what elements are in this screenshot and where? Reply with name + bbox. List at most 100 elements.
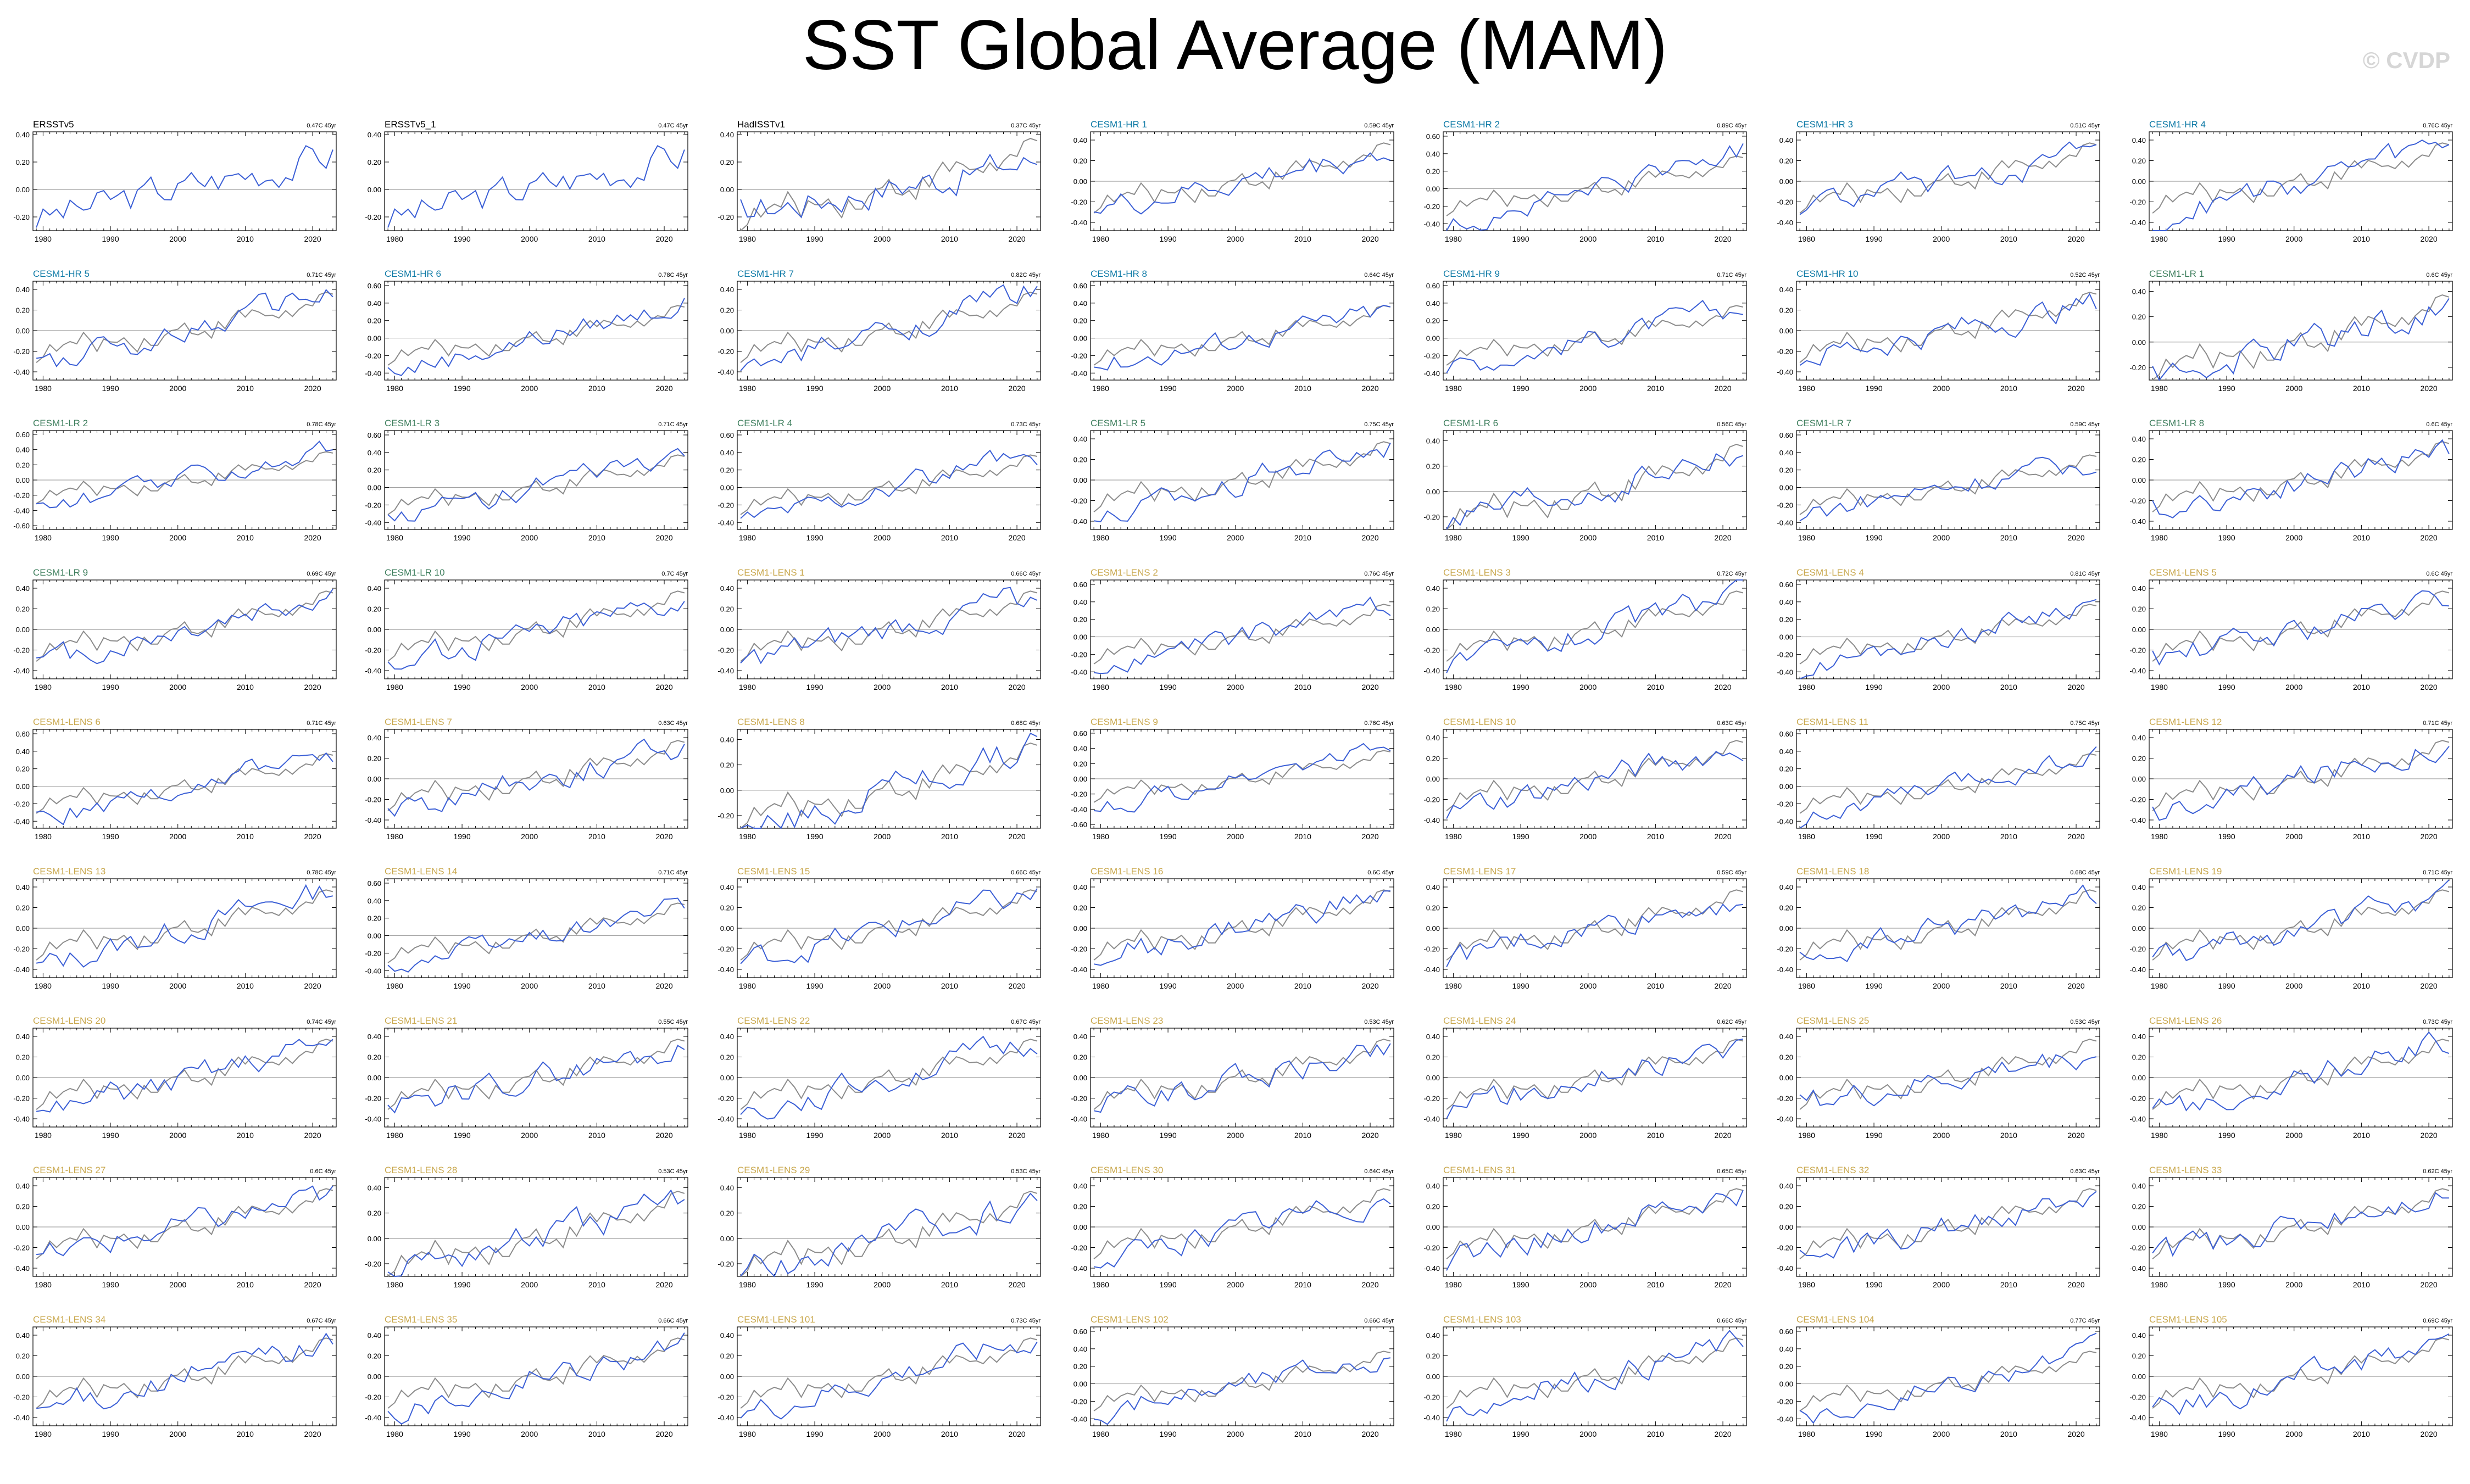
panel: CESM1-HR 7 0.82C 45yr -0.40 -0.20 0.00 0.20 0.… [717,269,1041,393]
x-tick-label: 1990 [102,384,119,393]
y-tick-label: 0.20 [1073,904,1087,912]
panel: CESM1-HR 10 0.52C 45yr -0.40 -0.20 0.00 0.20 0… [1777,269,2100,393]
panel: CESM1-LENS 1 0.66C 45yr -0.40 -0.20 0.00 0.20… [717,567,1041,691]
obs-reference-line [387,590,685,662]
y-tick-label: -0.20 [1777,945,1793,953]
y-tick-label: -0.40 [2129,667,2146,675]
x-tick-label: 1990 [102,832,119,841]
x-tick-label: 2020 [1008,832,1025,841]
y-tick-label: 0.20 [1426,755,1440,763]
y-tick-label: -0.40 [365,667,381,675]
x-tick-label: 2000 [1579,683,1596,691]
x-tick-label: 2020 [304,384,321,393]
trend-label: 0.82C 45yr [1011,272,1041,278]
y-tick-label: -0.20 [365,213,381,221]
trend-label: 0.52C 45yr [2070,272,2100,278]
panel: CESM1-LR 10 0.7C 45yr -0.40 -0.20 0.00 0.20 0.… [365,567,688,691]
y-tick-label: -0.20 [717,501,734,509]
x-tick-label: 1980 [1798,832,1815,841]
y-tick-label: 0.00 [1779,177,1793,186]
series-line [1446,299,1744,373]
y-tick-label: 0.00 [1426,775,1440,783]
x-tick-label: 1990 [806,683,823,691]
x-tick-label: 1980 [1092,384,1109,393]
trend-label: 0.6C 45yr [2426,421,2452,428]
cvdp-watermark: © CVDP [2362,47,2450,73]
x-tick-label: 2020 [1361,832,1378,841]
y-tick-label: -0.20 [13,945,30,953]
x-tick-label: 1980 [386,533,403,542]
x-tick-label: 2000 [2285,235,2302,243]
x-tick-label: 2000 [521,235,538,243]
trend-label: 0.56C 45yr [1717,421,1746,428]
panel-label: CESM1-LR 5 [1091,418,1145,428]
x-tick-label: 1980 [1092,533,1109,542]
panel-label: CESM1-LR 7 [1796,418,1851,428]
x-tick-label: 1980 [35,683,52,691]
panel-label: CESM1-HR 2 [1443,119,1500,130]
panel-label: CESM1-HR 3 [1796,119,1853,130]
x-tick-label: 2010 [1647,683,1664,691]
x-tick-label: 1990 [1865,235,1882,243]
panel: CESM1-LENS 5 0.6C 45yr -0.40 -0.20 0.00 0.20 0… [2129,567,2453,691]
y-tick-label: 0.60 [16,431,30,439]
y-tick-label: -0.40 [13,368,30,376]
panel: CESM1-LENS 4 0.81C 45yr -0.40 -0.20 0.00 0.20… [1777,567,2100,691]
obs-reference-line [2152,294,2450,381]
panel-label: CESM1-LENS 10 [1443,717,1516,727]
trend-label: 0.6C 45yr [1367,869,1394,876]
plot-frame [1090,281,1394,381]
x-tick-label: 2020 [2420,683,2437,691]
panel-label: CESM1-LR 9 [33,567,88,578]
y-tick-label: -0.40 [1777,668,1793,676]
trend-label: 0.75C 45yr [2070,720,2100,727]
y-tick-label: 0.00 [368,775,381,783]
plot-frame [32,729,337,829]
x-tick-label: 1980 [1445,683,1462,691]
panel-label: CESM1-LR 4 [737,418,792,428]
panel-label: CESM1-LENS 3 [1443,567,1511,578]
x-tick-label: 2000 [1933,384,1950,393]
panel-label: CESM1-LENS 18 [1796,866,1869,877]
y-tick-label: 0.20 [720,466,734,475]
y-tick-label: 0.40 [1426,883,1440,891]
x-tick-label: 2000 [2285,384,2302,393]
y-tick-label: 0.00 [1426,334,1440,343]
x-tick-label: 2010 [1647,235,1664,243]
plot-frame [32,131,337,231]
plot-frame [384,878,688,978]
trend-label: 0.47C 45yr [658,122,688,129]
x-tick-label: 1980 [739,384,756,393]
y-tick-label: -0.40 [1777,518,1793,527]
y-tick-label: 0.40 [16,747,30,756]
x-tick-label: 2020 [1714,981,1731,990]
series-line [740,153,1038,219]
x-tick-label: 2010 [941,384,958,393]
y-tick-label: 0.20 [368,914,381,923]
y-tick-label: 0.40 [368,299,381,308]
x-tick-label: 1990 [1865,981,1882,990]
trend-label: 0.63C 45yr [658,720,688,727]
panel-label: CESM1-HR 5 [33,269,90,279]
x-tick-label: 2000 [1579,533,1596,542]
x-tick-label: 1990 [1159,533,1176,542]
panel-label: CESM1-LENS 6 [33,717,101,727]
obs-reference-line [1446,305,1744,366]
x-tick-label: 2000 [1933,235,1950,243]
panel: CESM1-LENS 11 0.75C 45yr -0.40 -0.20 0.00 0.2… [1777,717,2100,841]
y-tick-label: 0.00 [2132,177,2146,186]
obs-reference-line [740,138,1038,231]
y-tick-label: 0.00 [720,186,734,194]
panel-label: CESM1-LR 3 [385,418,440,428]
panel: CESM1-HR 9 0.71C 45yr -0.40 -0.20 0.00 0.20 0.… [1423,269,1747,393]
obs-reference-line [1093,604,1391,665]
x-tick-label: 1980 [2151,533,2168,542]
x-tick-label: 2010 [237,384,254,393]
obs-reference-line [387,902,685,963]
x-tick-label: 2000 [1227,533,1244,542]
obs-reference-line [740,292,1038,363]
y-tick-label: -0.40 [2129,816,2146,824]
trend-label: 0.72C 45yr [1717,571,1746,577]
x-tick-label: 2000 [1579,981,1596,990]
x-tick-label: 1990 [453,832,470,841]
